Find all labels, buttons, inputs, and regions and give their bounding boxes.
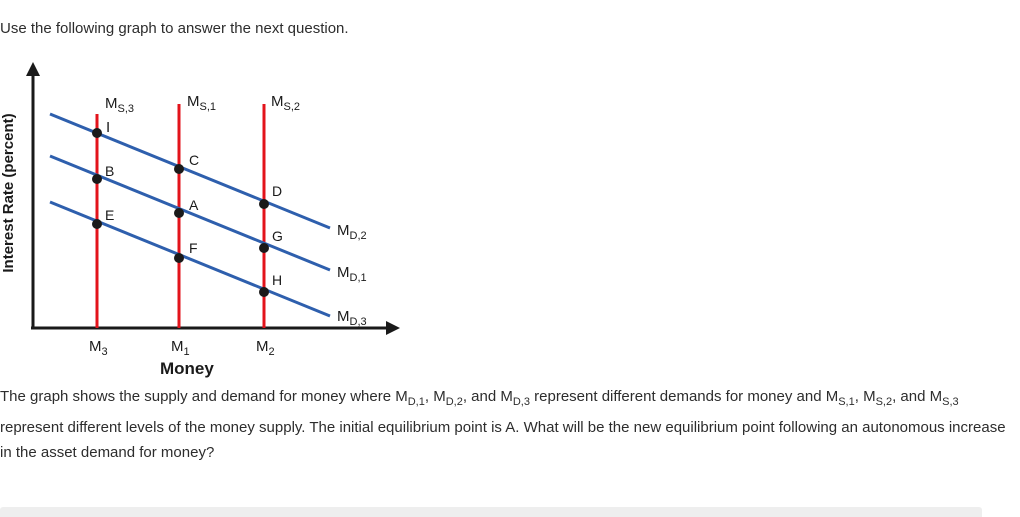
- point-c-marker: [174, 164, 184, 174]
- point-h-label: H: [272, 272, 282, 288]
- y-axis-label: Interest Rate (percent): [0, 113, 17, 273]
- answer-area-edge: [0, 507, 982, 517]
- point-a-marker: [174, 208, 184, 218]
- x-tick-m2: M2: [256, 338, 275, 358]
- x-tick-m3: M3: [89, 338, 108, 358]
- demand-label-md2: MD,2: [337, 222, 367, 242]
- point-g-marker: [259, 243, 269, 253]
- point-b-marker: [92, 174, 102, 184]
- supply-label-ms1: MS,1: [187, 93, 216, 113]
- y-axis-arrow: [26, 62, 40, 76]
- supply-label-ms2: MS,2: [271, 93, 300, 113]
- point-d-marker: [259, 199, 269, 209]
- question-text: The graph shows the supply and demand fo…: [0, 388, 1006, 461]
- point-h-marker: [259, 287, 269, 297]
- intro-text: Use the following graph to answer the ne…: [0, 20, 349, 37]
- point-e-label: E: [105, 207, 114, 223]
- point-b-label: B: [105, 163, 114, 179]
- point-e-marker: [92, 219, 102, 229]
- point-a-label: A: [189, 197, 199, 213]
- supply-label-ms3: MS,3: [105, 95, 134, 115]
- money-market-graph: MS,3 MS,1 MS,2 MD,2 MD,1 MD,3 M3 M1 M2 I…: [26, 62, 400, 358]
- demand-line-md3: [49, 200, 331, 318]
- x-tick-m1: M1: [171, 338, 190, 358]
- demand-label-md3: MD,3: [337, 308, 367, 328]
- point-f-label: F: [189, 240, 198, 256]
- x-axis-arrow: [386, 321, 400, 335]
- point-d-label: D: [272, 183, 282, 199]
- point-f-marker: [174, 253, 184, 263]
- x-axis-label: Money: [160, 359, 214, 378]
- point-i-label: I: [106, 119, 110, 136]
- point-i-marker: [92, 128, 102, 138]
- point-c-label: C: [189, 152, 199, 168]
- point-g-label: G: [272, 228, 283, 244]
- demand-label-md1: MD,1: [337, 264, 367, 284]
